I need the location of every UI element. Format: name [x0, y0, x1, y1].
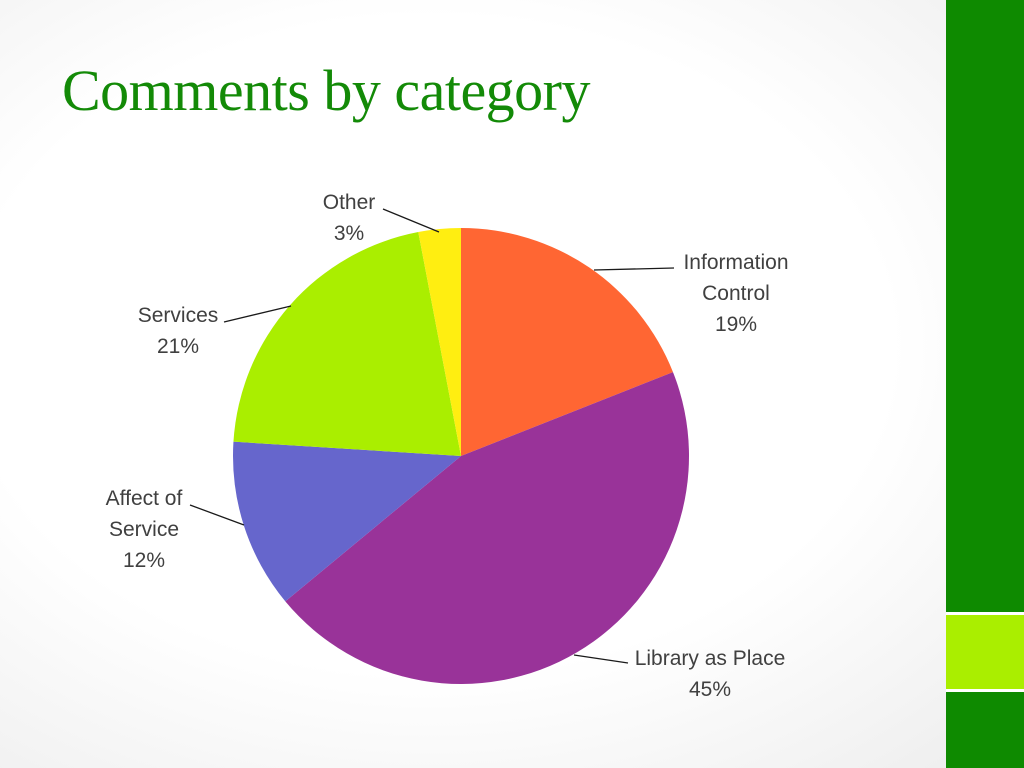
- slice-percent-affect-of-service: 12%: [123, 549, 165, 572]
- leader-line-services: [223, 305, 292, 323]
- slice-name-other: Other: [323, 191, 376, 214]
- slice-percent-other: 3%: [334, 222, 364, 245]
- slice-name-services: Services: [138, 304, 219, 327]
- side-bar-accent-band: [946, 615, 1024, 689]
- slice-name-affect-of-service: Affect of: [106, 487, 183, 510]
- slice-label-information-control: Information Control 19%: [683, 251, 788, 336]
- slide-title: Comments by category: [62, 58, 591, 123]
- side-bar-divider-top: [946, 612, 1024, 615]
- slice-percent-library-as-place: 45%: [689, 678, 731, 701]
- pie-slice-other: [418, 228, 461, 456]
- leader-line-other: [382, 208, 440, 233]
- slice-percent-services: 21%: [157, 335, 199, 358]
- pie-slice-services: [233, 232, 461, 456]
- pie-slice-affect-of-service: [233, 441, 461, 602]
- pie-chart: Information Control 19% Library as Place 45%…: [106, 191, 789, 701]
- slice-label-other: Other 3%: [323, 191, 376, 245]
- slice-name-information-control: Control: [702, 282, 770, 305]
- pie-slice-library-as-place: [285, 372, 689, 684]
- slice-label-library-as-place: Library as Place 45%: [635, 647, 786, 701]
- side-bar-bottom-band: [946, 692, 1024, 768]
- leader-line-library-as-place: [573, 654, 629, 664]
- pie-slice-information-control: [461, 228, 673, 456]
- slice-label-services: Services 21%: [138, 304, 219, 358]
- slice-percent-information-control: 19%: [715, 313, 757, 336]
- side-bar-divider-bottom: [946, 689, 1024, 692]
- slice-name-affect-of-service: Service: [109, 518, 179, 541]
- slice-label-affect-of-service: Affect of Service 12%: [106, 487, 183, 572]
- slice-name-library-as-place: Library as Place: [635, 647, 786, 670]
- decorative-side-bar: [946, 0, 1024, 768]
- leader-line-affect-of-service: [189, 504, 245, 526]
- slice-name-information-control: Information: [683, 251, 788, 274]
- leader-line-information-control: [593, 267, 675, 271]
- side-bar-top-band: [946, 0, 1024, 612]
